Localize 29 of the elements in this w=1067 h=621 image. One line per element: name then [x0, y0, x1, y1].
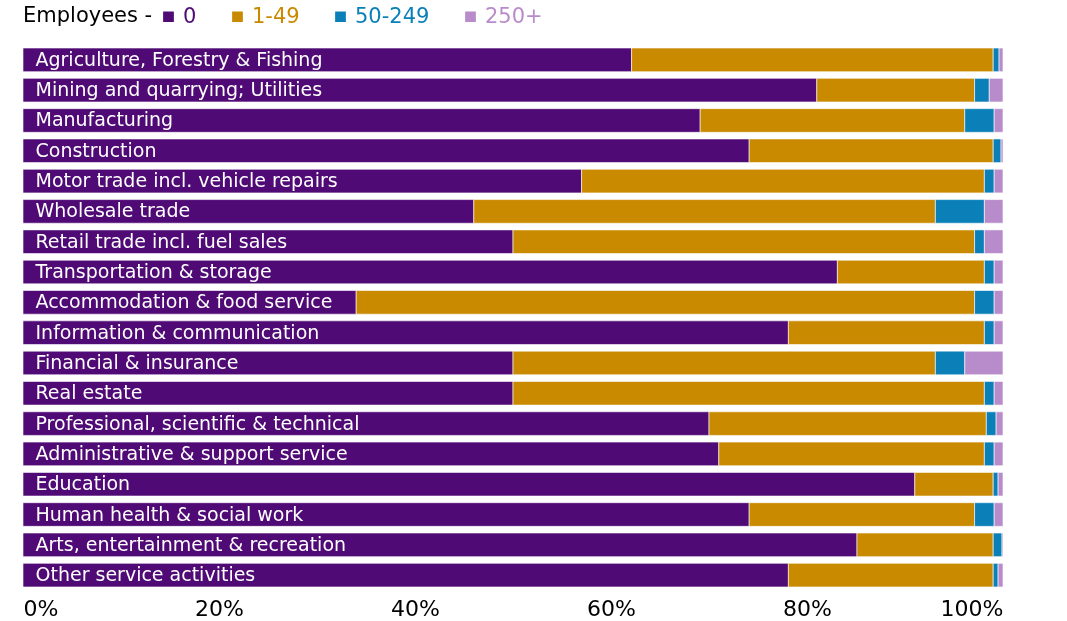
y-tick-label: Professional, scientific & technical — [35, 411, 360, 434]
y-tick-label: Information & communication — [35, 320, 320, 343]
legend-label: 250+ — [485, 3, 543, 28]
y-tick-label: Agriculture, Forestry & Fishing — [35, 47, 323, 70]
y-tick-label: Arts, entertainment & recreation — [35, 532, 347, 555]
y-tick-label: Human health & social work — [35, 502, 304, 525]
y-tick-label: Construction — [35, 138, 157, 161]
legend-label: 1-49 — [252, 3, 300, 28]
x-tick-label: 60% — [587, 595, 636, 621]
y-tick-label: Transportation & storage — [34, 260, 272, 283]
y-tick-label: Education — [35, 472, 131, 495]
y-tick-label: Manufacturing — [35, 108, 174, 131]
x-tick-label: 80% — [783, 595, 832, 621]
y-tick-label: Accommodation & food service — [35, 290, 333, 313]
y-tick-label: Real estate — [35, 381, 143, 404]
legend-label: 50-249 — [355, 3, 430, 28]
x-tick-label: 0% — [23, 595, 59, 621]
x-tick-label: 20% — [195, 595, 244, 621]
x-tick-label: 40% — [391, 595, 440, 621]
x-tick-label: 100% — [940, 595, 1004, 621]
legend-title: Employees - — [23, 3, 153, 27]
y-tick-label: Mining and quarrying; Utilities — [35, 78, 323, 101]
y-tick-label: Wholesale trade — [35, 199, 191, 222]
legend-label: 0 — [183, 3, 197, 28]
y-tick-label: Other service activities — [35, 563, 256, 586]
y-tick-label: Retail trade incl. fuel sales — [35, 229, 288, 252]
y-tick-label: Financial & insurance — [35, 350, 239, 373]
y-tick-label: Motor trade incl. vehicle repairs — [35, 169, 338, 192]
y-tick-label: Administrative & support service — [35, 441, 348, 464]
